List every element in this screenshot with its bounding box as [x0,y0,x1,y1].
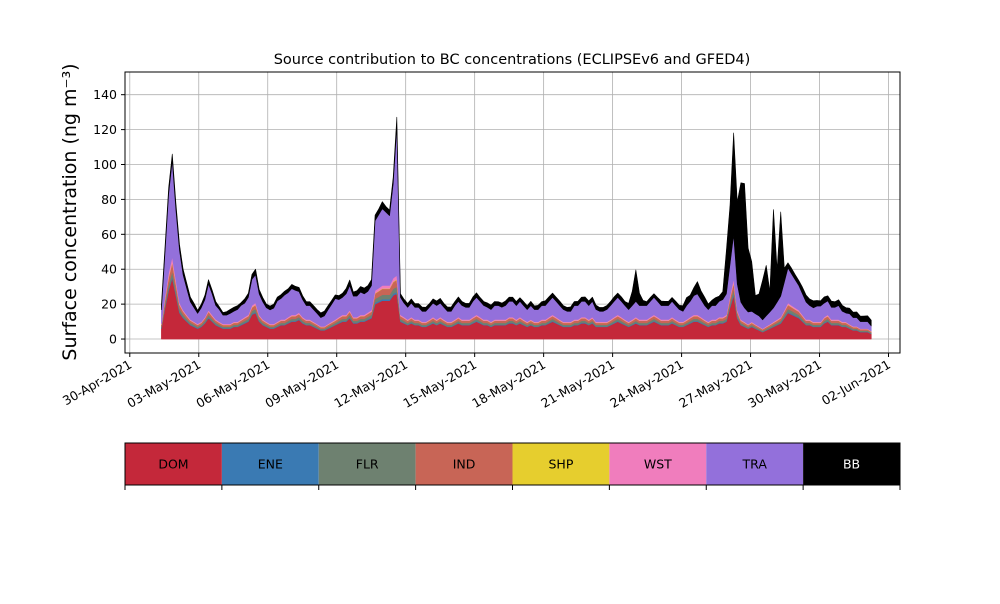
y-tick-label: 60 [101,227,117,242]
legend-frame [124,442,901,486]
y-axis-label: Surface concentration (ng m⁻³) [59,63,81,360]
legend-swatch-flr [318,443,416,485]
legend-label-ene: ENE [258,457,283,472]
legend-label-tra: TRA [742,457,768,472]
legend-swatch-tra [706,443,804,485]
legend-swatch-wst [609,443,707,485]
chart-title: Source contribution to BC concentrations… [274,52,751,68]
y-tick-label: 80 [101,192,117,207]
legend-swatch-dom [125,443,222,485]
plot-frame [124,71,901,354]
legend-swatch-bb [803,443,900,485]
stacked-areas [161,116,872,340]
area-bb [161,116,872,327]
legend-swatch-ene [221,443,319,485]
y-tick-label: 40 [101,262,117,277]
y-tick-label: 120 [93,122,117,137]
legend-label-flr: FLR [356,457,379,472]
legend-label-wst: WST [644,457,672,472]
legend-label-shp: SHP [549,457,574,472]
legend-colorbar: DOM ENE FLR IND SHP WST TRA BB [124,442,901,490]
y-tick-label: 140 [93,87,117,102]
legend-label-dom: DOM [158,457,188,472]
legend-swatch-ind [415,443,513,485]
legend-label-ind: IND [453,457,476,472]
y-tick-label: 0 [109,332,117,347]
y-tick-label: 100 [93,157,117,172]
y-tick-label: 20 [101,297,117,312]
legend-label-bb: BB [843,457,860,472]
legend-swatch-shp [512,443,610,485]
